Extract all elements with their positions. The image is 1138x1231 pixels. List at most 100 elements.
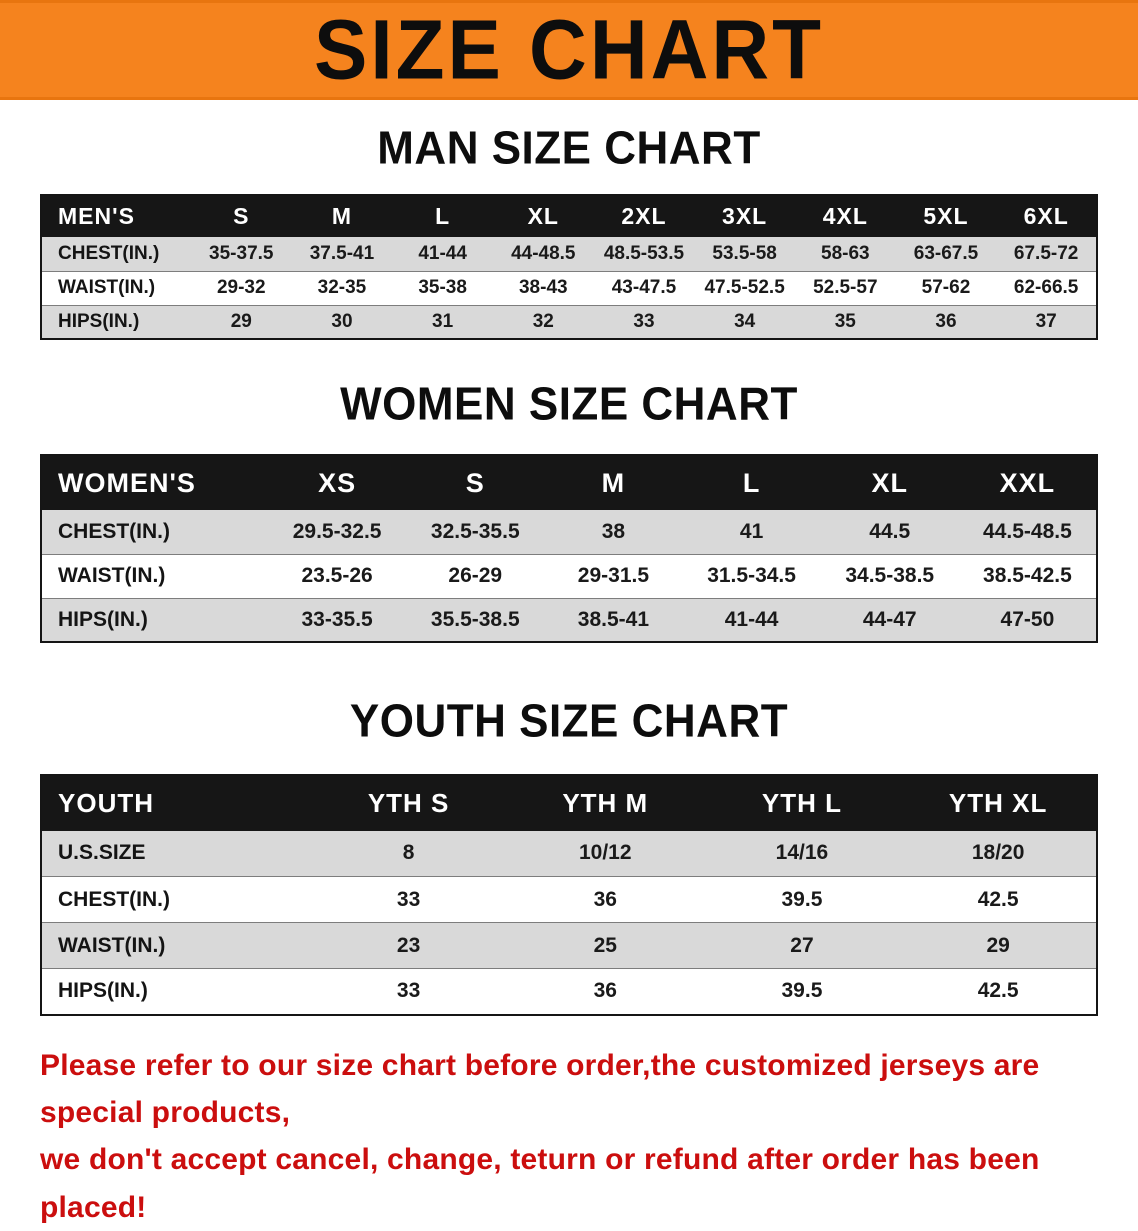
size-value-cell: 23	[396, 933, 421, 957]
size-value-cell: 33	[396, 979, 421, 1003]
size-value-cell: 63-67.5	[913, 242, 979, 264]
size-column-header: 6XL	[996, 195, 1097, 238]
size-value-cell: 29	[986, 933, 1010, 957]
size-value-cell: 44-48.5	[511, 242, 576, 264]
size-value-cell: 29-31.5	[577, 564, 650, 588]
size-column-header: S	[406, 455, 545, 511]
row-label: WAIST(IN.)	[58, 277, 156, 299]
table-row: WAIST(IN.) 29-32 32-35 35-38 38-43 43-47.5 47.…	[41, 271, 1097, 306]
size-column-header: 3XL	[694, 195, 795, 238]
size-value-cell: 42.5	[977, 979, 1019, 1003]
size-value-cell: 53.5-58	[712, 242, 777, 264]
size-column-header: XXL	[958, 455, 1097, 511]
size-value-cell: 48.5-53.5	[603, 242, 685, 264]
size-value-cell: 41-44	[724, 608, 779, 632]
size-value-cell: 41-44	[418, 242, 467, 264]
row-label: CHEST(IN.)	[58, 520, 170, 544]
men-size-section: MAN SIZE CHART MEN'S S M L XL 2XL 3XL 4XL 5XL 6XL…	[0, 124, 1138, 341]
size-value-cell: 47-50	[1000, 608, 1055, 632]
size-value-cell: 32-35	[317, 277, 367, 299]
page-title: SIZE CHART	[314, 2, 824, 97]
women-size-table: WOMEN'S XS S M L XL XXL CHEST(IN.) 29.5-32.5 32.5…	[40, 454, 1098, 644]
size-value-cell: 26-29	[448, 564, 503, 588]
size-value-cell: 37.5-41	[309, 242, 375, 264]
banner: SIZE CHART	[0, 0, 1138, 100]
table-row: WAIST(IN.) 23.5-26 26-29 29-31.5 31.5-34.5 34…	[41, 554, 1097, 599]
size-column-header: S	[190, 195, 292, 238]
size-value-cell: 35.5-38.5	[430, 608, 520, 632]
youth-size-section: YOUTH SIZE CHART YOUTH YTH S YTH M YTH L YTH…	[0, 696, 1138, 1016]
size-value-cell: 29	[230, 310, 252, 332]
size-column-header: XS	[268, 455, 407, 511]
size-value-cell: 58-63	[821, 242, 870, 264]
size-value-cell: 36	[593, 979, 617, 1003]
disclaimer-line-2: we don't accept cancel, change, teturn o…	[40, 1143, 1040, 1224]
size-value-cell: 31	[432, 310, 454, 332]
size-value-cell: 23.5-26	[301, 564, 373, 588]
size-value-cell: 32.5-35.5	[430, 520, 520, 544]
size-value-cell: 14/16	[775, 841, 829, 865]
table-title-cell: WOMEN'S	[41, 455, 269, 511]
size-value-cell: 38.5-42.5	[983, 564, 1072, 588]
row-label: CHEST(IN.)	[58, 887, 170, 911]
header-row: MEN'S S M L XL 2XL 3XL 4XL 5XL 6XL	[41, 195, 1097, 238]
youth-section-heading: YOUTH SIZE CHART	[349, 696, 789, 748]
table-title-cell: YOUTH	[41, 774, 311, 831]
size-value-cell: 52.5-57	[813, 277, 878, 299]
row-label: WAIST(IN.)	[58, 933, 166, 957]
size-value-cell: 44.5	[869, 520, 911, 544]
size-value-cell: 10/12	[578, 841, 632, 865]
table-row: CHEST(IN.) 29.5-32.5 32.5-35.5 38 41 44.5 44.5…	[41, 510, 1097, 555]
size-value-cell: 30	[331, 310, 353, 332]
size-value-cell: 38.5-41	[577, 608, 650, 632]
table-row: U.S.SIZE 8 10/12 14/16 18/20	[41, 830, 1097, 877]
size-value-cell: 29-32	[216, 277, 266, 299]
size-value-cell: 62-66.5	[1013, 277, 1079, 299]
table-row: WAIST(IN.) 23 25 27 29	[41, 922, 1097, 969]
size-value-cell: 42.5	[977, 887, 1019, 911]
size-value-cell: 39.5	[781, 887, 823, 911]
size-column-header: 2XL	[593, 195, 695, 238]
row-label: HIPS(IN.)	[58, 608, 148, 632]
size-value-cell: 36	[935, 310, 957, 332]
size-value-cell: 38-43	[518, 277, 568, 299]
size-column-header: YTH M	[506, 774, 704, 831]
size-value-cell: 8	[402, 841, 415, 865]
size-column-header: 4XL	[794, 195, 896, 238]
size-value-cell: 36	[593, 887, 617, 911]
table-row: CHEST(IN.) 33 36 39.5 42.5	[41, 876, 1097, 923]
size-value-cell: 29.5-32.5	[292, 520, 382, 544]
size-value-cell: 57-62	[921, 277, 971, 299]
row-label: CHEST(IN.)	[58, 242, 160, 264]
row-label: HIPS(IN.)	[58, 979, 148, 1003]
table-row: HIPS(IN.) 33 36 39.5 42.5	[41, 968, 1097, 1015]
disclaimer-notice: Please refer to our size chart before or…	[40, 1042, 1100, 1231]
size-value-cell: 18/20	[971, 841, 1025, 865]
women-section-heading: WOMEN SIZE CHART	[340, 378, 798, 431]
size-column-header: YTH S	[310, 774, 507, 831]
men-size-table: MEN'S S M L XL 2XL 3XL 4XL 5XL 6XL CHEST(IN.) 35-37…	[40, 194, 1098, 341]
size-column-header: L	[682, 455, 821, 511]
size-column-header: M	[544, 455, 683, 511]
size-column-header: XL	[820, 455, 959, 511]
size-value-cell: 44.5-48.5	[983, 520, 1072, 544]
size-column-header: L	[392, 195, 493, 238]
header-row: YOUTH YTH S YTH M YTH L YTH XL	[41, 774, 1097, 831]
table-title-cell: MEN'S	[41, 195, 191, 238]
table-row: CHEST(IN.) 35-37.5 37.5-41 41-44 44-48.5 48.5…	[41, 237, 1097, 272]
table-row: HIPS(IN.) 29 30 31 32 33 34 35 36 37	[41, 305, 1097, 340]
table-row: HIPS(IN.) 33-35.5 35.5-38.5 38.5-41 41-44 44-…	[41, 598, 1097, 643]
size-value-cell: 67.5-72	[1013, 242, 1079, 264]
size-value-cell: 33	[396, 887, 421, 911]
size-value-cell: 41	[739, 520, 764, 544]
size-value-cell: 33-35.5	[301, 608, 373, 632]
size-column-header: 5XL	[895, 195, 997, 238]
youth-size-table: YOUTH YTH S YTH M YTH L YTH XL U.S.SIZE 8 10/12…	[40, 773, 1098, 1016]
row-label: WAIST(IN.)	[58, 564, 166, 588]
size-value-cell: 31.5-34.5	[707, 564, 796, 588]
row-label: HIPS(IN.)	[58, 310, 140, 332]
size-value-cell: 35	[834, 310, 856, 332]
size-value-cell: 35-37.5	[209, 242, 274, 264]
size-value-cell: 25	[593, 933, 617, 957]
